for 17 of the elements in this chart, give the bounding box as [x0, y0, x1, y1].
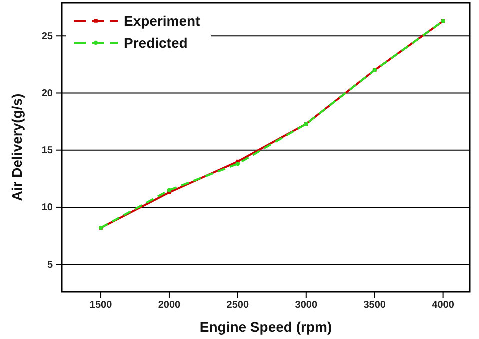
x-axis-title: Engine Speed (rpm): [200, 319, 332, 335]
y-axis-title: Air Delivery(g/s): [9, 94, 25, 202]
x-tick-label: 4000: [432, 300, 455, 312]
x-tick-label: 2000: [158, 300, 182, 312]
x-tick-label: 3500: [364, 300, 386, 312]
y-tick-label: 10: [42, 202, 54, 214]
y-tick-label: 25: [42, 31, 54, 42]
x-tick-label: 1500: [90, 300, 113, 312]
point: [236, 162, 240, 166]
y-tick-label: 5: [47, 260, 54, 271]
x-tick-label: 3000: [295, 300, 318, 312]
y-tick-label: 20: [42, 88, 54, 100]
y-tick-label: 15: [42, 146, 54, 157]
legend-label: Predicted: [124, 35, 188, 51]
legend-label: Experiment: [124, 13, 201, 29]
point: [167, 188, 172, 192]
x-tick-label: 2500: [226, 300, 250, 312]
